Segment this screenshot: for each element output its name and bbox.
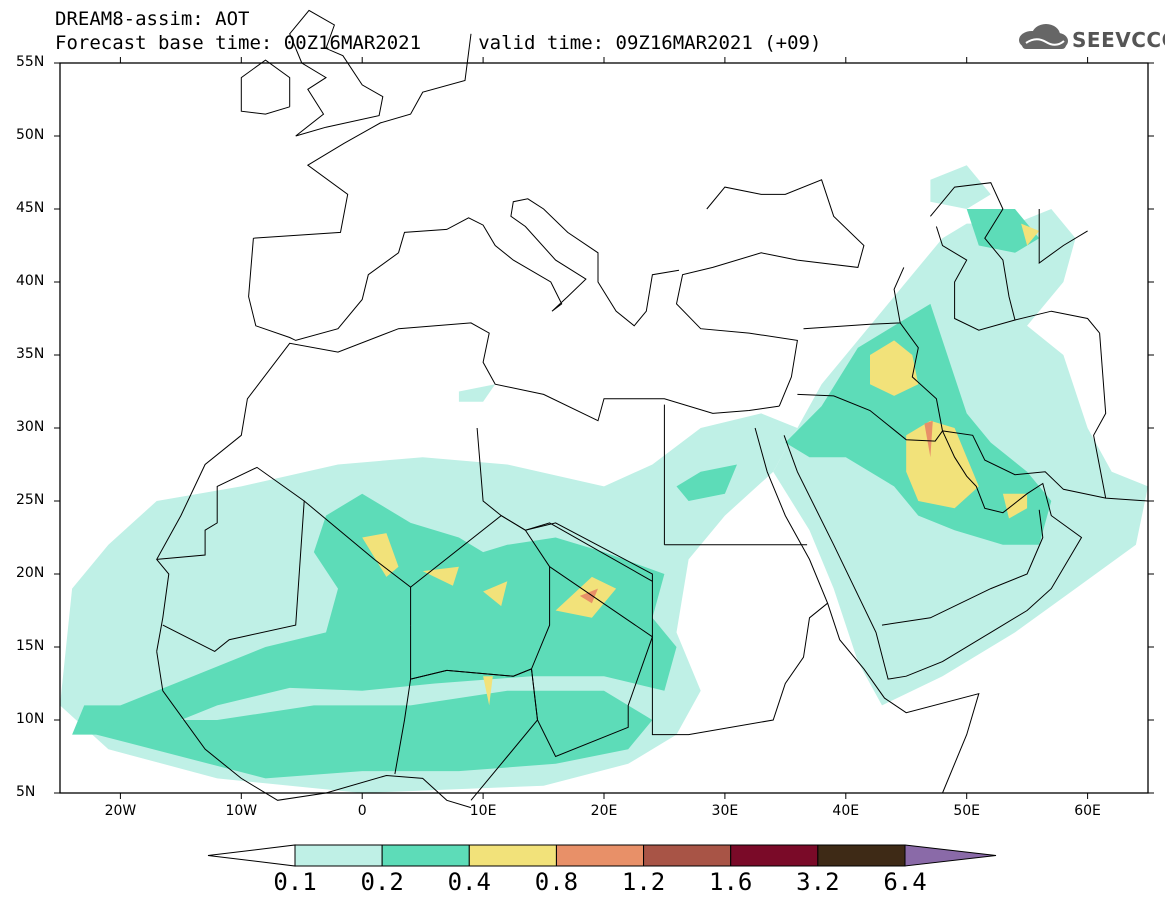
- coast-ireland: [240, 59, 291, 115]
- coast-uk: [289, 9, 384, 137]
- colorbar-label: 0.2: [360, 868, 404, 896]
- aot-mali-yellow: [362, 533, 399, 577]
- lon-label: 60E: [1074, 803, 1101, 819]
- aot-egypt-green: [676, 464, 737, 501]
- lat-label: 35N: [16, 346, 45, 362]
- border-nigeria: [394, 668, 539, 801]
- map-subtitle-times: Forecast base time: 00Z16MAR2021 valid t…: [55, 32, 822, 54]
- colorbar-upper-arrow: [904, 844, 997, 867]
- country-borders: [156, 9, 1149, 809]
- lat-label: 55N: [16, 54, 45, 70]
- lat-label: 30N: [16, 419, 45, 435]
- colorbar-label: 0.1: [273, 868, 317, 896]
- lon-label: 20E: [590, 803, 618, 819]
- colorbar-label: 6.4: [883, 868, 927, 896]
- lat-label: 20N: [16, 565, 45, 581]
- map-title: DREAM8-assim: AOT: [55, 8, 250, 30]
- coast-nw-africa: [156, 322, 780, 652]
- axis-ticks: [54, 57, 1154, 799]
- logo-text: SEEVCCC: [1072, 28, 1165, 52]
- lon-label: 20W: [104, 803, 137, 819]
- coast-iberia: [248, 238, 399, 341]
- border-syria-iraq-turkey: [803, 267, 905, 330]
- aot-caspian-green: [966, 209, 1040, 253]
- coast-gulf-of-guinea: [156, 651, 472, 809]
- aot-gulf-yellow: [1002, 493, 1028, 519]
- lat-label: 10N: [16, 711, 45, 727]
- aot-chad-orange: [579, 588, 598, 604]
- aot-iraq-yellow: [870, 340, 919, 396]
- aot-west-africa-green: [72, 493, 677, 735]
- colorbar-lower-arrow: [207, 844, 296, 867]
- border-iran-turkmen: [1014, 310, 1100, 334]
- coast-levant-turkey: [675, 179, 865, 407]
- lon-label: 0: [357, 803, 367, 819]
- aot-iraq-orange: [924, 420, 933, 458]
- colorbar-label: 0.8: [534, 868, 579, 896]
- coast-arabia: [783, 430, 1083, 680]
- lat-label: 45N: [16, 200, 45, 216]
- border-saudi-yemen-oman: [881, 509, 1044, 626]
- colorbar-segment: [381, 844, 470, 867]
- border-mali-algeria: [303, 500, 412, 626]
- lat-label: 50N: [16, 127, 45, 143]
- aot-kuwait-yellow: [906, 420, 979, 509]
- coast-red-sea-africa: [754, 427, 980, 794]
- border-sudan: [651, 602, 828, 736]
- lat-label: 15N: [16, 638, 45, 654]
- coast-caspian: [930, 182, 1016, 331]
- border-mauritania: [156, 466, 305, 652]
- aot-nigeria-yellow: [483, 676, 493, 706]
- border-iraq-iran: [899, 322, 943, 431]
- lat-label: 5N: [16, 784, 36, 800]
- colorbar-segment: [555, 844, 645, 867]
- aot-middle-east-green: [785, 303, 1052, 545]
- colorbar-label: 1.2: [621, 868, 666, 896]
- aot-caspian-yellow: [1021, 223, 1040, 246]
- lon-label: 40E: [832, 803, 860, 819]
- border-kazakhstan-uzb: [1038, 209, 1088, 264]
- colorbar-segment: [817, 844, 906, 867]
- colorbar-label: 1.6: [709, 868, 753, 896]
- aot-sahel-lower-green: [96, 690, 653, 779]
- colorbar-label: 0.4: [447, 868, 491, 896]
- border-saudi-iraq: [797, 393, 943, 442]
- seevccc-logo: [1019, 24, 1068, 49]
- colorbar: [207, 844, 997, 867]
- lon-label: 50E: [953, 803, 980, 819]
- aot-niger-yellow: [422, 566, 459, 586]
- border-iran-east: [1093, 333, 1107, 499]
- colorbar-segment: [643, 844, 732, 867]
- lat-label: 40N: [16, 273, 45, 289]
- lon-label: 10W: [225, 803, 258, 819]
- colorbar-segment: [730, 844, 819, 867]
- colorbar-label: 3.2: [796, 868, 840, 896]
- lon-label: 30E: [711, 803, 739, 819]
- aot-niger-east-yellow: [483, 581, 508, 607]
- colorbar-segment: [468, 844, 557, 867]
- colorbar-segment: [294, 844, 383, 867]
- aot-field-layer: [60, 165, 1148, 793]
- lat-label: 25N: [16, 492, 45, 508]
- coast-iran: [942, 430, 1149, 502]
- coast-france-italy: [398, 198, 680, 327]
- coast-biscay-channel: [253, 33, 472, 239]
- lon-label: 10E: [469, 803, 497, 819]
- aot-patch-tunisia: [458, 384, 496, 402]
- border-chad: [525, 522, 653, 638]
